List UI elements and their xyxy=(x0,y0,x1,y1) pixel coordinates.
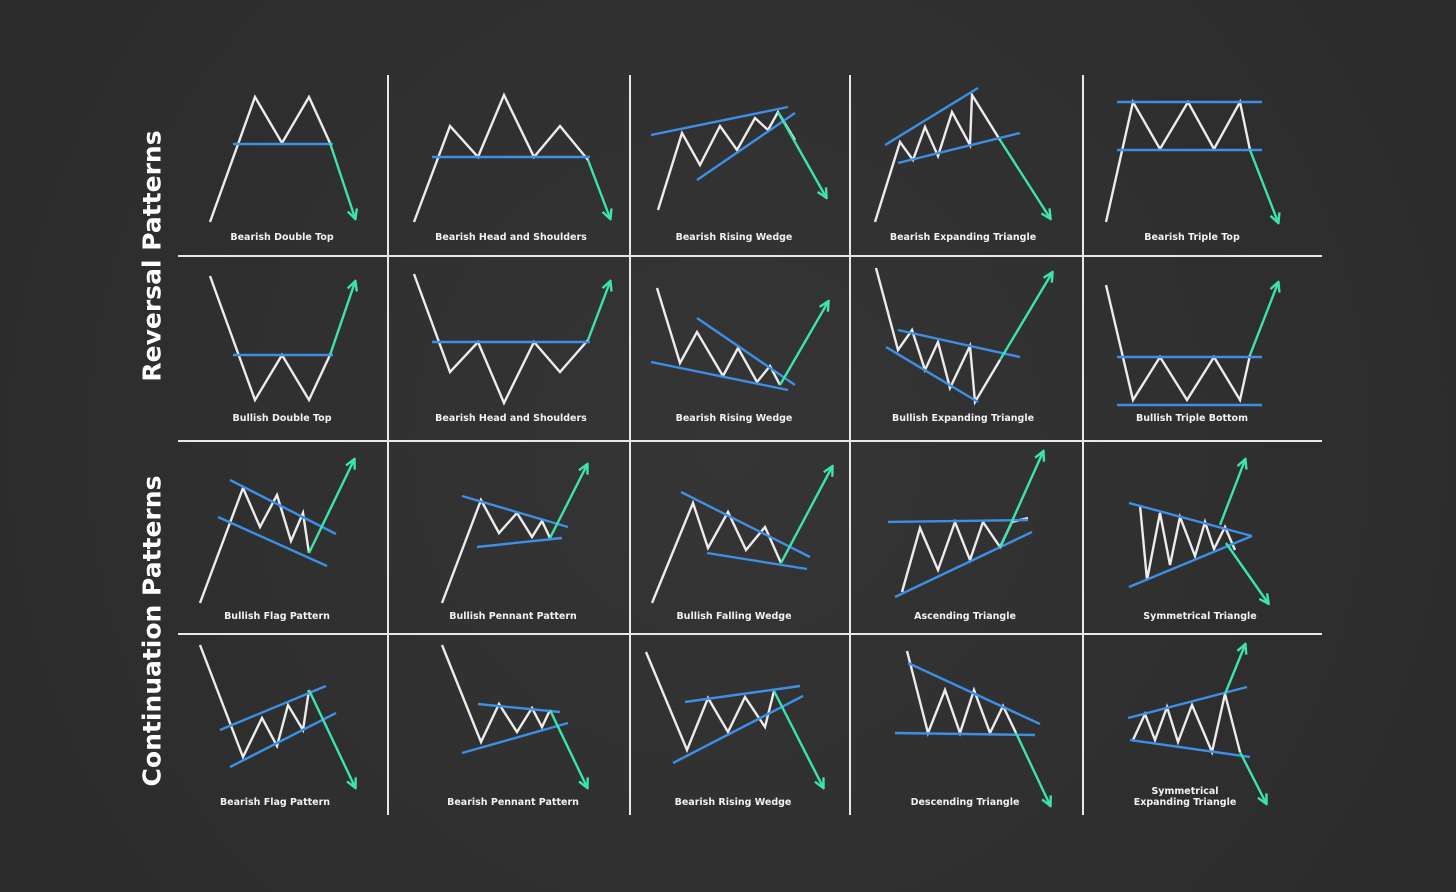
price-line xyxy=(440,497,552,604)
breakout-arrow xyxy=(586,282,610,341)
price-line xyxy=(1131,693,1242,756)
breakout-arrow xyxy=(1225,542,1268,603)
pattern-label: Bearish Expanding Triangle xyxy=(889,232,1037,243)
breakout-arrow xyxy=(776,111,826,197)
pattern-label: Bearish Rising Wedge xyxy=(675,413,793,424)
breakout-arrow xyxy=(1248,149,1278,222)
pattern-label: Ascending Triangle xyxy=(914,611,1016,622)
pattern-label: Bearish Double Top xyxy=(230,232,334,243)
price-line xyxy=(656,109,797,211)
trend-line xyxy=(1128,501,1253,538)
trend-line xyxy=(885,345,979,404)
price-line xyxy=(1104,98,1252,223)
trend-line xyxy=(680,490,811,559)
breakout-arrow xyxy=(998,139,1050,218)
pattern-label: Bearish Rising Wedge xyxy=(674,797,792,808)
pattern-label: Symmetrical Triangle xyxy=(1143,611,1257,622)
trend-line xyxy=(706,551,808,571)
price-line xyxy=(208,94,332,223)
price-line xyxy=(873,91,1002,223)
pattern-label: Bearish Head and Shoulders xyxy=(435,232,587,243)
trend-line xyxy=(894,530,1033,599)
pattern-label: Symmetrical Expanding Triangle xyxy=(1133,786,1237,808)
pattern-label: Bearish Rising Wedge xyxy=(675,232,793,243)
pattern-label: Bearish Triple Top xyxy=(1144,232,1240,243)
pattern-label: Bullish Double Top xyxy=(232,413,332,424)
breakout-arrow xyxy=(307,689,355,787)
breakout-arrow xyxy=(778,302,828,386)
trend-line xyxy=(696,317,796,386)
pattern-label: Bullish Pennant Pattern xyxy=(449,611,577,622)
trend-line xyxy=(887,518,1029,524)
price-line xyxy=(650,499,783,604)
breakout-arrow xyxy=(307,460,354,554)
pattern-label: Descending Triangle xyxy=(910,797,1020,808)
trend-line xyxy=(229,711,337,769)
price-line xyxy=(198,484,311,604)
price-line xyxy=(905,650,1018,737)
breakout-arrow xyxy=(328,282,355,356)
breakout-arrow xyxy=(1223,645,1245,695)
breakout-arrow xyxy=(328,142,355,218)
price-line xyxy=(412,273,589,406)
trend-line xyxy=(219,684,327,732)
price-line xyxy=(440,644,552,745)
breakout-arrow xyxy=(772,690,823,787)
pattern-label: Bearish Head and Shoulders xyxy=(435,413,587,424)
pattern-label: Bullish Expanding Triangle xyxy=(891,413,1035,424)
trend-line xyxy=(1129,738,1251,759)
pattern-label: Bullish Falling Wedge xyxy=(676,611,792,622)
grid-lines xyxy=(178,75,1322,815)
trend-line xyxy=(1128,534,1253,589)
breakout-arrow xyxy=(779,467,832,564)
trend-line xyxy=(476,536,563,549)
trend-line xyxy=(477,702,561,714)
breakout-arrow xyxy=(1248,283,1278,356)
breakout-arrow xyxy=(586,159,610,218)
trend-line xyxy=(461,721,569,755)
price-line xyxy=(644,651,776,754)
pattern-label: Bullish Flag Pattern xyxy=(224,611,330,622)
trend-line xyxy=(897,131,1021,165)
trend-line xyxy=(894,731,1036,737)
trend-line xyxy=(650,360,789,392)
breakout-arrow xyxy=(998,452,1043,549)
trend-line xyxy=(897,328,1021,359)
trend-line xyxy=(684,684,801,704)
trend-line xyxy=(650,105,789,137)
breakout-arrow xyxy=(998,273,1052,361)
price-line xyxy=(1138,504,1237,581)
trend-line xyxy=(461,494,569,529)
trend-line xyxy=(217,515,328,568)
breakout-arrow xyxy=(548,465,587,539)
section-title: Continuation Patterns xyxy=(137,475,167,787)
breakout-arrow xyxy=(1238,751,1266,803)
trend-line xyxy=(672,694,804,765)
section-title: Reversal Patterns xyxy=(137,130,167,382)
trend-line xyxy=(884,86,979,147)
price-line xyxy=(208,275,332,403)
pattern-label: Bearish Flag Pattern xyxy=(219,797,331,808)
price-line xyxy=(655,287,782,386)
trend-line xyxy=(229,478,337,536)
trend-line xyxy=(907,661,1041,726)
breakout-arrow xyxy=(548,709,587,787)
trend-line xyxy=(696,112,796,181)
breakout-arrow xyxy=(1014,732,1050,805)
price-line xyxy=(412,92,589,223)
trend-line xyxy=(1127,685,1248,720)
price-line xyxy=(1104,284,1252,404)
pattern-label: Bearish Pennant Pattern xyxy=(447,797,579,808)
breakout-arrow xyxy=(1218,460,1245,526)
price-line xyxy=(874,267,1002,406)
pattern-label: Bullish Triple Bottom xyxy=(1136,413,1248,424)
